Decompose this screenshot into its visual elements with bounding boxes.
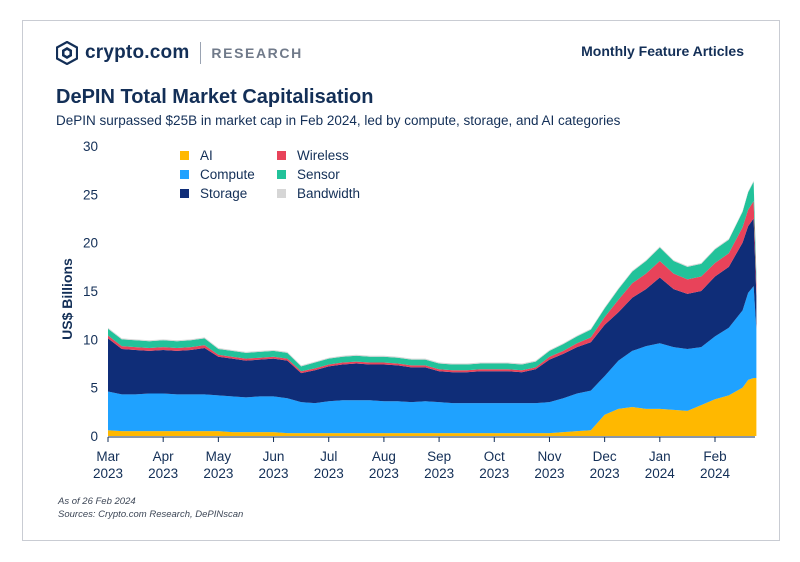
x-tick-label-month: Jan xyxy=(649,449,671,464)
x-tick-label-year: 2023 xyxy=(424,466,454,481)
monthly-feature-label: Monthly Feature Articles xyxy=(581,43,744,59)
x-tick-label-year: 2023 xyxy=(479,466,509,481)
x-tick-label-month: May xyxy=(206,449,232,464)
x-tick-label-year: 2023 xyxy=(203,466,233,481)
x-tick-label-month: Nov xyxy=(537,449,561,464)
y-tick-label: 0 xyxy=(90,429,98,444)
crypto-logo-icon xyxy=(56,41,78,65)
x-tick-label-year: 2023 xyxy=(534,466,564,481)
x-tick-label-year: 2023 xyxy=(314,466,344,481)
legend-swatch xyxy=(180,170,189,179)
x-tick-label-month: Jun xyxy=(263,449,285,464)
legend-item-compute: Compute xyxy=(180,165,255,184)
legend-label: Compute xyxy=(200,167,255,182)
chart-subtitle: DePIN surpassed $25B in market cap in Fe… xyxy=(56,113,621,128)
legend-swatch xyxy=(277,151,286,160)
x-tick-label-month: Apr xyxy=(153,449,175,464)
legend-swatch xyxy=(180,151,189,160)
y-tick-label: 10 xyxy=(83,332,98,347)
legend-item-sensor: Sensor xyxy=(277,165,360,184)
series-area-storage xyxy=(108,218,757,404)
x-tick-label-month: Aug xyxy=(372,449,396,464)
legend-swatch xyxy=(277,170,286,179)
y-tick-label: 30 xyxy=(83,139,98,154)
legend-column-1: AI Compute Storage xyxy=(180,146,255,203)
legend-item-wireless: Wireless xyxy=(277,146,360,165)
legend-label: Wireless xyxy=(297,148,349,163)
chart-title: DePIN Total Market Capitalisation xyxy=(56,86,374,108)
logo: crypto.com RESEARCH xyxy=(56,40,303,66)
x-tick-label-year: 2023 xyxy=(369,466,399,481)
legend-item-storage: Storage xyxy=(180,184,255,203)
y-tick-label: 5 xyxy=(90,381,98,396)
legend-label: Bandwidth xyxy=(297,186,361,201)
legend-label: Sensor xyxy=(297,167,340,182)
y-tick-label: 25 xyxy=(83,187,98,202)
x-tick-label-year: 2023 xyxy=(93,466,123,481)
x-tick-label-year: 2023 xyxy=(259,466,289,481)
legend-item-bandwidth: Bandwidth xyxy=(277,184,360,203)
legend-column-2: Wireless Sensor Bandwidth xyxy=(277,146,360,203)
legend-label: Storage xyxy=(200,186,248,201)
x-tick-label-year: 2023 xyxy=(590,466,620,481)
y-tick-label: 20 xyxy=(83,236,98,251)
header-divider xyxy=(200,42,202,64)
y-tick-label: 15 xyxy=(83,284,98,299)
legend-label: AI xyxy=(200,148,213,163)
x-tick-label-month: Sep xyxy=(427,449,451,464)
as-of-note: As of 26 Feb 2024 xyxy=(58,496,136,507)
x-tick-label-month: Jul xyxy=(320,449,337,464)
brand-name: crypto.com xyxy=(85,42,190,63)
x-tick-label-month: Mar xyxy=(96,449,120,464)
y-axis-title: US$ Billions xyxy=(59,258,75,340)
x-tick-label-year: 2023 xyxy=(148,466,178,481)
legend-swatch xyxy=(180,189,189,198)
x-tick-label-year: 2024 xyxy=(700,466,731,481)
sources-note: Sources: Crypto.com Research, DePINscan xyxy=(58,509,244,520)
x-tick-label-month: Feb xyxy=(703,449,726,464)
section-label: RESEARCH xyxy=(211,45,303,61)
x-tick-label-month: Dec xyxy=(593,449,617,464)
x-tick-label-month: Oct xyxy=(484,449,505,464)
legend-item-ai: AI xyxy=(180,146,255,165)
x-tick-label-year: 2024 xyxy=(645,466,676,481)
series-area-ai xyxy=(108,378,757,436)
legend-swatch xyxy=(277,189,286,198)
